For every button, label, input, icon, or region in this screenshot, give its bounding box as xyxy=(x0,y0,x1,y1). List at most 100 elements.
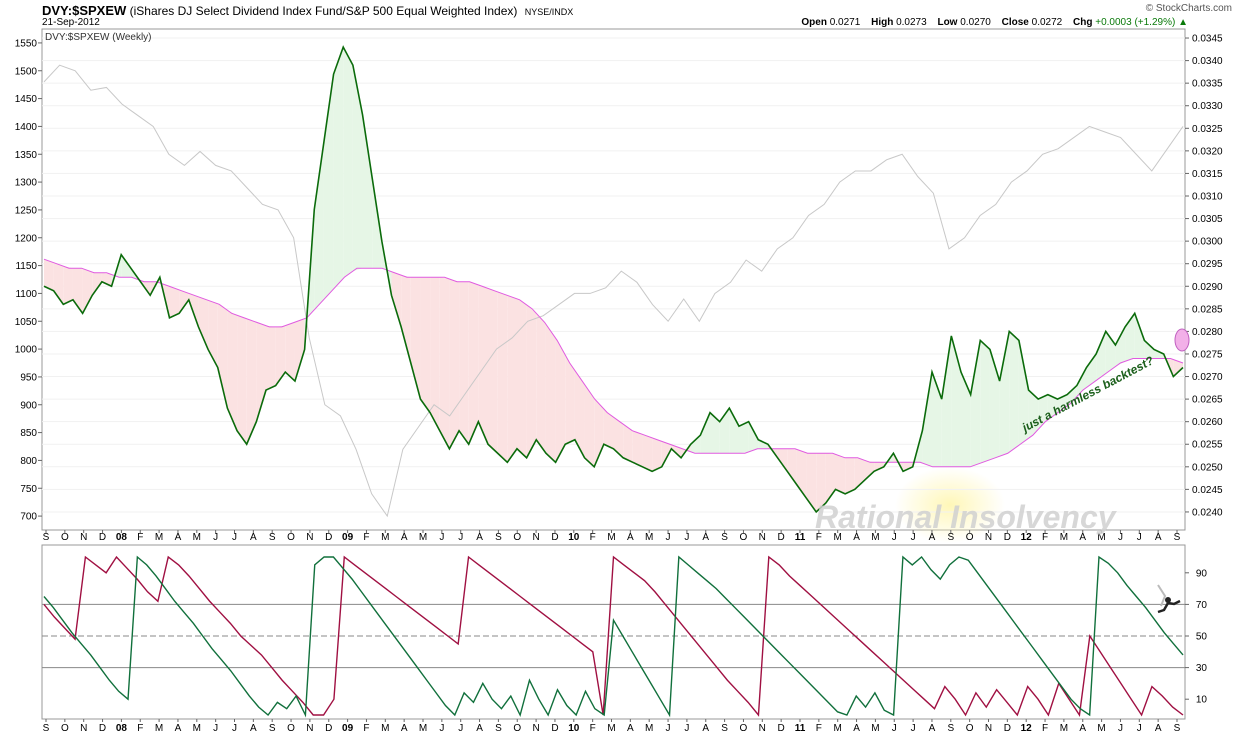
x-axis-label: M xyxy=(1060,723,1068,734)
x-axis-label: A xyxy=(1155,723,1162,734)
x-axis-label: S xyxy=(1174,532,1181,543)
x-axis-label: N xyxy=(759,532,766,543)
x-axis-label: 09 xyxy=(342,532,354,543)
right-axis-label: 0.0245 xyxy=(1192,485,1223,496)
x-axis-label: J xyxy=(1137,532,1142,543)
x-axis-label: F xyxy=(1042,723,1048,734)
x-axis-label: A xyxy=(853,723,860,734)
left-axis-label: 1150 xyxy=(15,261,37,272)
left-axis-label: 1250 xyxy=(15,205,38,216)
fill-below-segment xyxy=(430,277,440,431)
ohlc-readout: Open 0.0271 High 0.0273 Low 0.0270 Close… xyxy=(793,17,1188,28)
x-axis-label: J xyxy=(1137,723,1142,734)
x-axis-label: D xyxy=(1004,723,1011,734)
fill-above-segment xyxy=(729,408,739,454)
oscillator-axis-label: 30 xyxy=(1196,663,1208,674)
right-axis-label: 0.0335 xyxy=(1192,79,1223,90)
x-axis-label: M xyxy=(1060,532,1068,543)
right-axis-label: 0.0265 xyxy=(1192,395,1223,406)
x-axis-label: A xyxy=(702,532,709,543)
oscillator-red-line xyxy=(43,555,1184,717)
left-axis-label: 1200 xyxy=(15,233,38,244)
left-axis-label: 850 xyxy=(20,428,37,439)
x-axis-label: J xyxy=(684,532,689,543)
fill-below-segment xyxy=(410,277,421,400)
x-axis-label: M xyxy=(381,723,389,734)
right-axis-label: 0.0345 xyxy=(1192,34,1223,45)
fill-above-segment xyxy=(1134,313,1145,359)
x-axis-label: J xyxy=(1118,723,1123,734)
moving-average-line xyxy=(43,258,1184,468)
x-axis-label: 12 xyxy=(1021,723,1033,734)
chg-label: Chg xyxy=(1073,17,1093,28)
right-axis-label: 0.0255 xyxy=(1192,440,1223,451)
fill-below-segment xyxy=(787,448,797,485)
fill-below-segment xyxy=(536,313,546,454)
high-value: 0.0273 xyxy=(896,17,927,28)
fill-above-segment xyxy=(951,335,961,467)
x-axis-label: M xyxy=(381,532,389,543)
right-axis-label: 0.0280 xyxy=(1192,327,1223,338)
fill-below-segment xyxy=(82,268,93,314)
x-axis-label: D xyxy=(325,723,332,734)
legend-label: DVY:$SPXEW (Weekly) xyxy=(45,32,152,43)
x-axis-label: S xyxy=(721,532,728,543)
x-axis-label: A xyxy=(1079,532,1086,543)
x-axis-label: F xyxy=(1042,532,1048,543)
fill-above-segment xyxy=(121,254,131,278)
fill-above-segment xyxy=(690,435,701,454)
fill-below-segment xyxy=(874,462,884,472)
figure-icon xyxy=(1157,584,1181,614)
fill-below-segment xyxy=(459,281,469,445)
fill-above-segment xyxy=(362,114,373,269)
x-axis-label: F xyxy=(590,723,596,734)
fill-below-segment xyxy=(1173,359,1183,377)
fill-above-segment xyxy=(1038,394,1048,430)
fill-below-segment xyxy=(63,266,73,305)
x-axis-label: A xyxy=(250,723,257,734)
fill-below-segment xyxy=(864,460,875,481)
fill-below-segment xyxy=(565,354,575,445)
fill-below-segment xyxy=(391,271,402,327)
x-axis-label: A xyxy=(175,723,182,734)
x-axis-label: A xyxy=(175,532,182,543)
x-axis-label: D xyxy=(1004,532,1011,543)
x-axis-label: N xyxy=(306,532,313,543)
fill-above-segment xyxy=(710,412,720,454)
x-axis-label: N xyxy=(306,723,313,734)
x-axis-label: M xyxy=(1097,723,1105,734)
x-axis-label: F xyxy=(363,532,369,543)
fill-below-segment xyxy=(246,318,257,445)
fill-below-segment xyxy=(217,303,228,409)
left-axis-label: 1050 xyxy=(15,317,38,328)
high-label: High xyxy=(871,17,894,28)
ratio-line xyxy=(43,45,1184,514)
fill-below-segment xyxy=(603,408,614,449)
right-axis-label: 0.0270 xyxy=(1192,372,1223,383)
oscillator-axis-label: 10 xyxy=(1196,695,1208,706)
fill-below-segment xyxy=(526,304,537,458)
fill-above-segment xyxy=(970,340,981,467)
x-axis-label: M xyxy=(193,532,201,543)
fill-below-segment xyxy=(835,454,846,494)
fill-above-segment xyxy=(1154,349,1164,359)
x-axis-label: S xyxy=(43,723,50,734)
fill-below-segment xyxy=(420,277,431,413)
x-axis-label: O xyxy=(513,532,521,543)
x-axis-label: A xyxy=(401,532,408,543)
x-axis-label: D xyxy=(551,723,558,734)
left-axis-label: 1450 xyxy=(15,94,38,105)
x-axis-label: F xyxy=(363,723,369,734)
x-axis-label: F xyxy=(590,532,596,543)
x-axis-label: O xyxy=(966,723,974,734)
fill-above-segment xyxy=(989,349,1000,460)
fill-below-segment xyxy=(777,448,788,472)
x-axis-label: N xyxy=(80,532,87,543)
x-axis-label: M xyxy=(645,723,653,734)
x-axis-label: J xyxy=(213,532,218,543)
fill-below-segment xyxy=(516,298,527,458)
x-axis-label: D xyxy=(778,723,785,734)
fill-above-segment xyxy=(1096,331,1106,381)
low-label: Low xyxy=(937,17,958,28)
fill-above-segment xyxy=(738,421,749,454)
